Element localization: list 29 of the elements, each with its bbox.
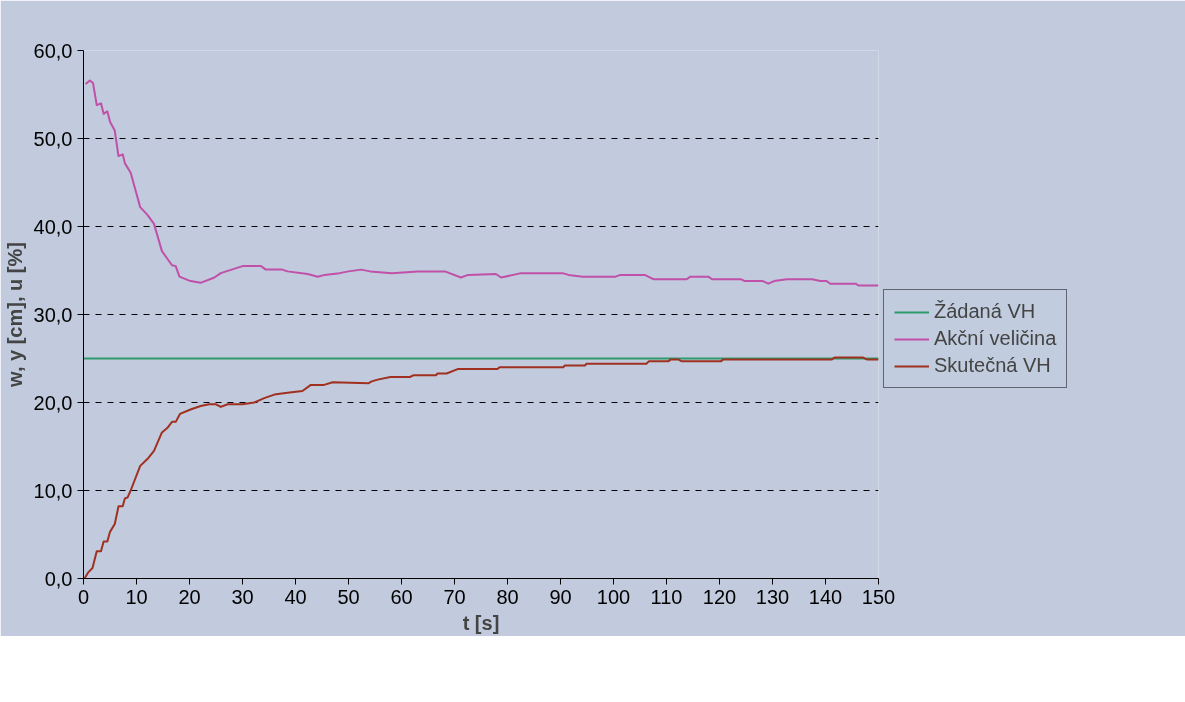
x-tick-label: 10 (125, 585, 148, 608)
x-tick-label: 80 (496, 585, 519, 608)
y-axis-title: w, y [cm], u [%] (3, 242, 26, 388)
x-tick-label: 40 (284, 585, 307, 608)
x-tick-label: 20 (178, 585, 201, 608)
x-tick-label: 150 (861, 585, 896, 608)
x-tick-label: 140 (808, 585, 843, 608)
y-tick-label: 50,0 (33, 127, 73, 150)
y-tick-label: 30,0 (33, 303, 73, 326)
x-tick-label: 120 (702, 585, 737, 608)
legend-label: Skutečná VH (934, 354, 1051, 377)
line-series (84, 79, 879, 287)
y-tick-label: 40,0 (33, 215, 73, 238)
legend-label: Akční veličina (934, 327, 1057, 350)
x-tick-label: 110 (650, 585, 683, 608)
y-tick-label: 60,0 (33, 39, 73, 62)
y-tick-label: 20,0 (33, 391, 73, 414)
x-tick-label: 100 (596, 585, 631, 608)
x-tick-label: 90 (549, 585, 572, 608)
legend-label: Žádaná VH (934, 300, 1036, 323)
x-tick-label: 30 (231, 585, 254, 608)
y-tick-label: 10,0 (33, 479, 73, 502)
x-tick-label: 50 (337, 585, 360, 608)
y-tick-label: 0,0 (44, 567, 73, 590)
x-tick-label: 0 (77, 585, 90, 608)
x-tick-label: 130 (755, 585, 790, 608)
x-axis-title: t [s] (462, 611, 500, 634)
x-tick-label: 60 (390, 585, 413, 608)
x-tick-label: 70 (443, 585, 466, 608)
